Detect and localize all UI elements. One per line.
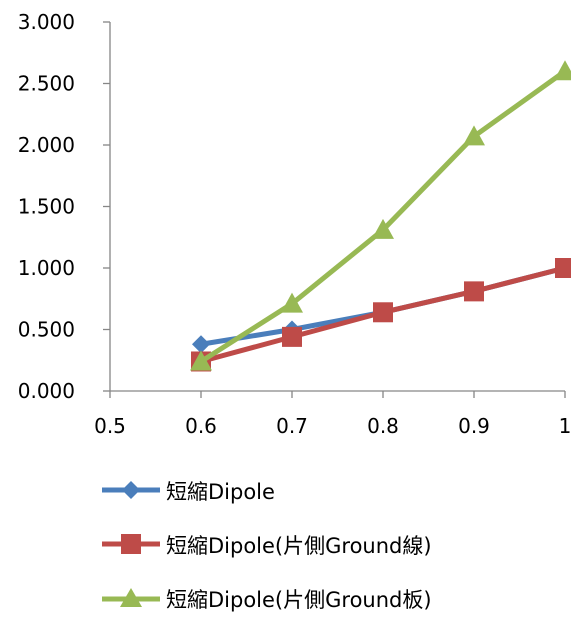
x-axis: 0.5 0.6 0.7 0.8 0.9 1 bbox=[94, 390, 571, 438]
y-axis: 0.000 0.500 1.000 1.500 2.000 2.500 3.000 bbox=[18, 10, 111, 403]
series-2-point-4 bbox=[554, 60, 571, 81]
x-tick-label-3: 0.8 bbox=[367, 414, 399, 438]
x-tick-label-2: 0.7 bbox=[276, 414, 308, 438]
y-tick-label-2: 1.000 bbox=[18, 256, 75, 280]
x-tick-label-0: 0.5 bbox=[94, 414, 126, 438]
x-tick-label-4: 0.9 bbox=[458, 414, 490, 438]
series-2-point-3 bbox=[463, 125, 485, 146]
y-tick-label-6: 3.000 bbox=[18, 10, 75, 34]
legend-label-0: 短縮Dipole bbox=[166, 480, 275, 504]
legend-label-1: 短縮Dipole(片側Ground線) bbox=[166, 534, 432, 558]
series-1-point-3 bbox=[464, 281, 484, 302]
x-tick-label-1: 0.6 bbox=[185, 414, 217, 438]
series-1-point-2 bbox=[373, 302, 393, 323]
series-1-point-1 bbox=[282, 326, 302, 347]
y-tick-label-5: 2.500 bbox=[18, 72, 75, 96]
plot-area bbox=[190, 60, 571, 372]
legend-swatch-2 bbox=[102, 588, 160, 607]
x-tick-label-5: 1 bbox=[559, 414, 571, 438]
series-2-point-1 bbox=[281, 292, 303, 313]
y-tick-label-3: 1.500 bbox=[18, 195, 75, 219]
y-tick-label-1: 0.500 bbox=[18, 318, 75, 342]
series-0-point-0 bbox=[192, 335, 210, 354]
legend-label-2: 短縮Dipole(片側Ground板) bbox=[166, 588, 432, 612]
series-2-point-0 bbox=[190, 350, 212, 371]
y-tick-label-0: 0.000 bbox=[18, 379, 75, 403]
legend-swatch-1 bbox=[102, 534, 160, 554]
legend-swatch-0 bbox=[102, 481, 160, 499]
series-2-point-2 bbox=[372, 218, 394, 239]
y-tick-label-4: 2.000 bbox=[18, 133, 75, 157]
series-1-point-4 bbox=[555, 258, 571, 278]
